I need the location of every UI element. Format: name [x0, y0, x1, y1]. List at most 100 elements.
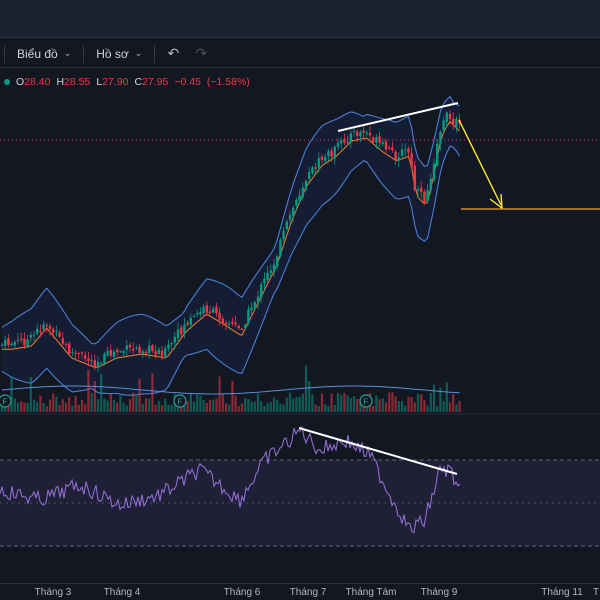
volume-bar [148, 398, 151, 412]
volume-bar [365, 403, 368, 412]
volume-bar [352, 396, 356, 412]
time-axis[interactable]: Tháng 3 Tháng 4 Tháng 6 Tháng 7 Tháng Tá… [0, 583, 600, 600]
volume-bars [0, 365, 461, 412]
candle-body [176, 329, 180, 339]
financials-marker[interactable]: F [173, 394, 187, 408]
volume-bar [240, 403, 244, 412]
volume-bar [192, 401, 196, 412]
rsi-line [0, 425, 461, 534]
candle-body [416, 189, 420, 191]
candle-body [148, 345, 151, 354]
candle-body [103, 353, 106, 364]
price-chart[interactable]: F F F [0, 68, 600, 583]
resistance-trendline[interactable] [337, 102, 459, 132]
time-axis-label: Tháng 7 [289, 587, 327, 598]
candle-body [202, 306, 205, 314]
financials-marker-circle [173, 394, 187, 408]
candle-body [426, 189, 429, 201]
volume-bar [404, 405, 407, 412]
candle-body [394, 151, 397, 160]
candle-body [61, 338, 64, 344]
close-key: C [134, 76, 143, 88]
candle-body [212, 308, 215, 313]
candle-body [112, 351, 116, 357]
candle-body [404, 149, 407, 151]
volume-bar [356, 398, 359, 412]
candle-body [196, 312, 199, 315]
volume-bar [87, 369, 90, 412]
candle-body [384, 141, 388, 150]
high-key: H [56, 76, 65, 88]
financials-marker-letter: F [363, 397, 368, 407]
volume-bar [448, 402, 452, 412]
candle-body [231, 321, 234, 324]
market-status-icon [4, 79, 10, 85]
time-axis-label: Tháng 6 [223, 587, 261, 598]
volume-bar [445, 382, 448, 412]
chart-menu-button[interactable]: Biểu đồ ⌄ [9, 40, 79, 68]
candle-body [452, 118, 455, 126]
volume-bar [71, 405, 74, 412]
volume-bar [298, 396, 301, 412]
candle-body [218, 312, 221, 320]
rsi-divergence-trendline[interactable] [298, 427, 458, 475]
volume-bar [413, 402, 416, 412]
candle-body [32, 334, 36, 336]
volume-bar [208, 399, 212, 412]
volume-bar [288, 392, 292, 412]
volume-bar [429, 392, 432, 412]
volume-bar [234, 395, 237, 412]
volume-bar [340, 395, 343, 412]
volume-bar [32, 399, 36, 412]
volume-bar [224, 403, 228, 412]
volume-bar [13, 398, 16, 412]
candle-body [228, 323, 231, 325]
volume-bar [391, 392, 394, 412]
volume-bar [442, 401, 445, 412]
change-percent: (−1.58%) [206, 76, 250, 88]
candle-body [109, 349, 112, 356]
candle-body [160, 350, 164, 357]
volume-bar [42, 402, 45, 412]
volume-bar [221, 393, 224, 412]
volume-bar [253, 401, 256, 412]
forecast-arrow[interactable] [458, 119, 502, 206]
volume-bar [167, 404, 170, 412]
candle-body [100, 362, 103, 364]
candle-body [167, 344, 170, 349]
candle-body [445, 112, 448, 123]
candle-body [87, 358, 90, 361]
candle-body [250, 307, 253, 311]
candle-body [247, 309, 250, 324]
candle-body [90, 359, 93, 361]
financials-marker[interactable]: F [359, 394, 373, 408]
volume-bar [196, 394, 199, 412]
candle-body [116, 349, 119, 353]
volume-bar [183, 403, 186, 412]
volume-bar [157, 401, 160, 412]
financials-marker[interactable]: F [0, 394, 12, 408]
volume-bar [170, 404, 173, 412]
volume-bar [189, 392, 192, 412]
volume-bar [436, 405, 439, 412]
candle-body [327, 151, 330, 157]
volume-bar [96, 398, 100, 412]
candle-body [77, 353, 80, 355]
volume-bar [52, 393, 55, 412]
candle-body [234, 322, 237, 325]
candle-body [151, 345, 154, 352]
redo-icon[interactable]: ↷ [195, 45, 208, 61]
candle-body [260, 284, 263, 298]
undo-icon[interactable]: ↶ [167, 45, 180, 61]
financials-marker-circle [359, 394, 373, 408]
chevron-down-icon: ⌄ [63, 48, 72, 58]
candle-body [71, 351, 74, 353]
profile-menu-button[interactable]: Hồ sơ ⌄ [88, 40, 150, 68]
candle-body [352, 130, 356, 132]
volume-bar [205, 402, 208, 412]
volume-bar [215, 398, 218, 412]
volume-ma-line [1, 385, 460, 395]
volume-bar [333, 405, 336, 412]
candle-body [442, 120, 445, 131]
volume-bar [132, 392, 135, 412]
